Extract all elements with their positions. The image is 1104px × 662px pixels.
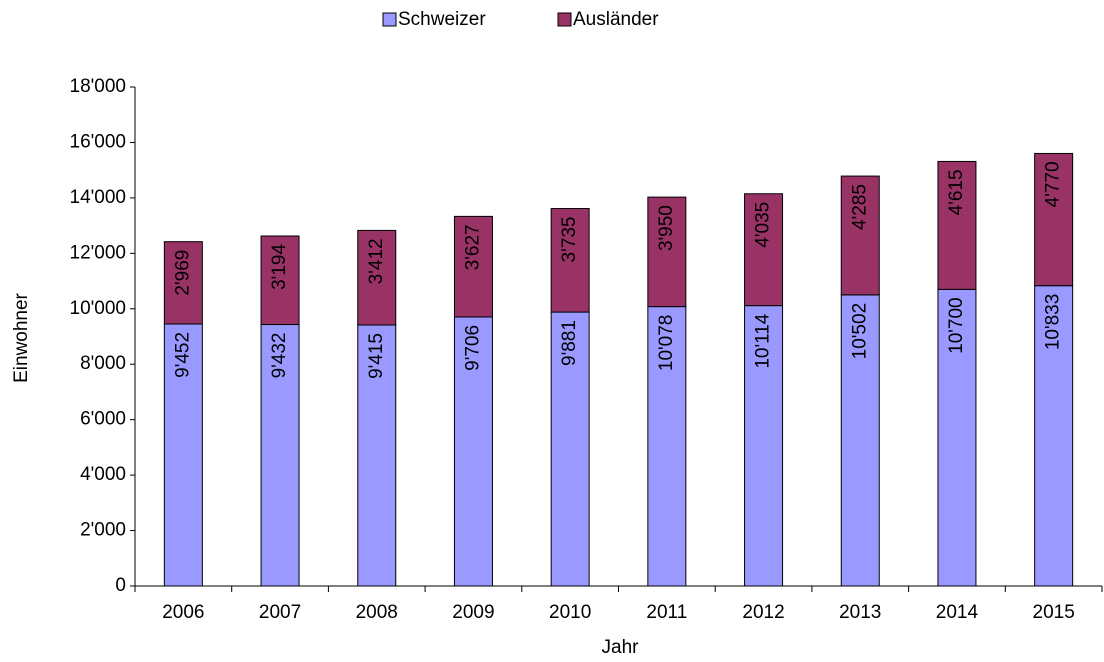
y-axis-title: Einwohner — [11, 292, 32, 382]
y-tick-label: 8'000 — [80, 353, 126, 374]
value-label: 3'412 — [366, 238, 387, 284]
value-label: 4'770 — [1043, 161, 1064, 207]
x-tick-label: 2009 — [452, 602, 494, 623]
bar-segment — [937, 160, 977, 290]
legend-label: Ausländer — [573, 9, 659, 30]
y-tick-label: 18'000 — [70, 76, 126, 97]
x-tick-label: 2015 — [1033, 602, 1075, 623]
bar-segment — [357, 229, 397, 326]
value-label: 9'881 — [559, 320, 580, 366]
bar-segment — [260, 324, 300, 587]
bar-segment — [163, 323, 203, 587]
y-tick-label: 14'000 — [70, 187, 126, 208]
x-tick-label: 2011 — [646, 602, 687, 623]
value-label: 3'950 — [656, 205, 677, 251]
value-label: 9'432 — [269, 333, 290, 379]
value-label: 10'502 — [849, 303, 870, 359]
value-label: 10'078 — [656, 315, 677, 371]
value-label: 2'969 — [172, 250, 193, 296]
bar-segment — [357, 324, 397, 587]
bar-segment — [744, 193, 784, 307]
y-tick-label: 16'000 — [70, 131, 126, 152]
value-label: 9'452 — [172, 332, 193, 378]
y-tick-label: 0 — [115, 575, 126, 596]
value-label: 10'114 — [753, 313, 774, 368]
legend-label: Schweizer — [398, 9, 486, 30]
bar-segment — [550, 311, 590, 587]
x-tick-label: 2007 — [259, 602, 301, 623]
bar-segment — [647, 196, 687, 308]
bar-segment — [550, 208, 590, 313]
value-label: 9'415 — [366, 333, 387, 379]
x-axis-title: Jahr — [602, 637, 640, 658]
value-label: 3'194 — [269, 244, 290, 290]
bar-segment — [1034, 285, 1074, 587]
value-label: 10'833 — [1043, 294, 1064, 350]
bar-segment — [937, 288, 977, 587]
y-tick-label: 4'000 — [80, 464, 126, 485]
value-label: 3'627 — [462, 224, 483, 270]
x-tick-label: 2013 — [839, 602, 881, 623]
value-label: 4'035 — [753, 202, 774, 248]
x-tick-label: 2014 — [936, 602, 979, 623]
bar-segment — [453, 215, 493, 318]
value-label: 9'706 — [462, 325, 483, 371]
value-label: 4'285 — [849, 184, 870, 230]
value-label: 3'735 — [559, 217, 580, 263]
bar-segment — [260, 235, 300, 326]
y-tick-label: 6'000 — [80, 409, 126, 430]
bar-segment — [163, 241, 203, 325]
y-tick-label: 12'000 — [70, 242, 126, 263]
x-tick-label: 2006 — [162, 602, 204, 623]
value-label: 10'700 — [946, 297, 967, 353]
y-tick-label: 2'000 — [80, 520, 126, 541]
bar-segment — [744, 305, 784, 587]
bar-segment — [1034, 152, 1074, 287]
y-tick-label: 10'000 — [70, 298, 126, 319]
bar-segment — [453, 316, 493, 587]
legend-swatch — [382, 12, 397, 27]
value-label: 4'615 — [946, 169, 967, 215]
x-tick-label: 2010 — [549, 602, 591, 623]
legend-swatch — [557, 12, 572, 27]
x-tick-label: 2012 — [742, 602, 784, 623]
x-tick-label: 2008 — [356, 602, 398, 623]
bar-segment — [840, 175, 880, 296]
